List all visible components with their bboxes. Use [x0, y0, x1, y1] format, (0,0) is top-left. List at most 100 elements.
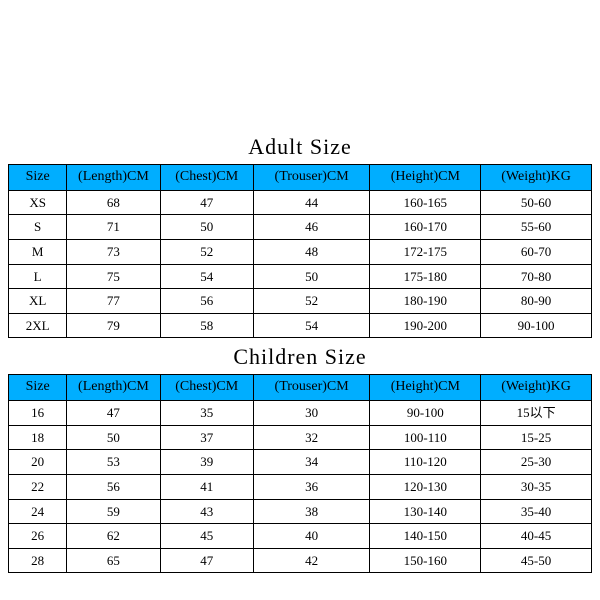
adult-size-title: Adult Size — [8, 130, 592, 164]
cell: XS — [9, 190, 67, 215]
adult-header-row: Size (Length)CM (Chest)CM (Trouser)CM (H… — [9, 165, 592, 191]
cell: M — [9, 239, 67, 264]
cell: 90-100 — [481, 313, 592, 338]
cell: 40-45 — [481, 524, 592, 549]
cell: 46 — [253, 215, 370, 240]
cell: 90-100 — [370, 401, 481, 426]
col-length: (Length)CM — [67, 165, 160, 191]
table-row: XS 68 47 44 160-165 50-60 — [9, 190, 592, 215]
cell: 160-170 — [370, 215, 481, 240]
adult-size-table: Size (Length)CM (Chest)CM (Trouser)CM (H… — [8, 164, 592, 338]
table-row: 22 56 41 36 120-130 30-35 — [9, 474, 592, 499]
cell: 130-140 — [370, 499, 481, 524]
children-header-row: Size (Length)CM (Chest)CM (Trouser)CM (H… — [9, 375, 592, 401]
col-weight: (Weight)KG — [481, 165, 592, 191]
table-row: 16 47 35 30 90-100 15以下 — [9, 401, 592, 426]
cell: 100-110 — [370, 425, 481, 450]
cell: 35 — [160, 401, 253, 426]
children-tbody: 16 47 35 30 90-100 15以下 18 50 37 32 100-… — [9, 401, 592, 573]
cell: 140-150 — [370, 524, 481, 549]
cell: 32 — [253, 425, 370, 450]
cell: 50 — [253, 264, 370, 289]
cell: 20 — [9, 450, 67, 475]
table-row: XL 77 56 52 180-190 80-90 — [9, 289, 592, 314]
cell: 71 — [67, 215, 160, 240]
table-row: M 73 52 48 172-175 60-70 — [9, 239, 592, 264]
cell: 47 — [160, 548, 253, 573]
cell: 175-180 — [370, 264, 481, 289]
adult-tbody: XS 68 47 44 160-165 50-60 S 71 50 46 160… — [9, 190, 592, 338]
cell: S — [9, 215, 67, 240]
cell: 43 — [160, 499, 253, 524]
table-row: 18 50 37 32 100-110 15-25 — [9, 425, 592, 450]
cell: 41 — [160, 474, 253, 499]
cell: 56 — [67, 474, 160, 499]
cell: 52 — [160, 239, 253, 264]
cell: 40 — [253, 524, 370, 549]
cell: 50 — [160, 215, 253, 240]
table-row: 24 59 43 38 130-140 35-40 — [9, 499, 592, 524]
cell: 180-190 — [370, 289, 481, 314]
cell: 34 — [253, 450, 370, 475]
cell: 54 — [160, 264, 253, 289]
cell: 62 — [67, 524, 160, 549]
cell: 37 — [160, 425, 253, 450]
cell: 50 — [67, 425, 160, 450]
cell: 77 — [67, 289, 160, 314]
cell: 15-25 — [481, 425, 592, 450]
table-row: 28 65 47 42 150-160 45-50 — [9, 548, 592, 573]
cell: 48 — [253, 239, 370, 264]
cell: 150-160 — [370, 548, 481, 573]
cell: 120-130 — [370, 474, 481, 499]
cell: 59 — [67, 499, 160, 524]
col-weight: (Weight)KG — [481, 375, 592, 401]
table-row: 20 53 39 34 110-120 25-30 — [9, 450, 592, 475]
cell: 80-90 — [481, 289, 592, 314]
cell: 79 — [67, 313, 160, 338]
cell: 45 — [160, 524, 253, 549]
cell: L — [9, 264, 67, 289]
children-size-table: Size (Length)CM (Chest)CM (Trouser)CM (H… — [8, 374, 592, 573]
col-chest: (Chest)CM — [160, 165, 253, 191]
cell: 55-60 — [481, 215, 592, 240]
table-row: 26 62 45 40 140-150 40-45 — [9, 524, 592, 549]
cell: 18 — [9, 425, 67, 450]
col-size: Size — [9, 165, 67, 191]
cell: 16 — [9, 401, 67, 426]
cell: 70-80 — [481, 264, 592, 289]
cell: 58 — [160, 313, 253, 338]
cell: 75 — [67, 264, 160, 289]
cell: 24 — [9, 499, 67, 524]
col-height: (Height)CM — [370, 165, 481, 191]
cell: 42 — [253, 548, 370, 573]
cell: 50-60 — [481, 190, 592, 215]
cell: 110-120 — [370, 450, 481, 475]
col-height: (Height)CM — [370, 375, 481, 401]
cell: 172-175 — [370, 239, 481, 264]
cell: 15以下 — [481, 401, 592, 426]
cell: 2XL — [9, 313, 67, 338]
cell: 190-200 — [370, 313, 481, 338]
cell: 44 — [253, 190, 370, 215]
cell: 53 — [67, 450, 160, 475]
cell: 47 — [67, 401, 160, 426]
cell: 65 — [67, 548, 160, 573]
cell: 47 — [160, 190, 253, 215]
col-chest: (Chest)CM — [160, 375, 253, 401]
size-chart: Adult Size Size (Length)CM (Chest)CM (Tr… — [0, 0, 600, 600]
col-length: (Length)CM — [67, 375, 160, 401]
cell: XL — [9, 289, 67, 314]
cell: 38 — [253, 499, 370, 524]
table-row: S 71 50 46 160-170 55-60 — [9, 215, 592, 240]
cell: 39 — [160, 450, 253, 475]
cell: 25-30 — [481, 450, 592, 475]
cell: 36 — [253, 474, 370, 499]
cell: 35-40 — [481, 499, 592, 524]
col-trouser: (Trouser)CM — [253, 375, 370, 401]
cell: 73 — [67, 239, 160, 264]
cell: 68 — [67, 190, 160, 215]
tables-container: Adult Size Size (Length)CM (Chest)CM (Tr… — [8, 130, 592, 573]
cell: 26 — [9, 524, 67, 549]
cell: 30 — [253, 401, 370, 426]
cell: 52 — [253, 289, 370, 314]
